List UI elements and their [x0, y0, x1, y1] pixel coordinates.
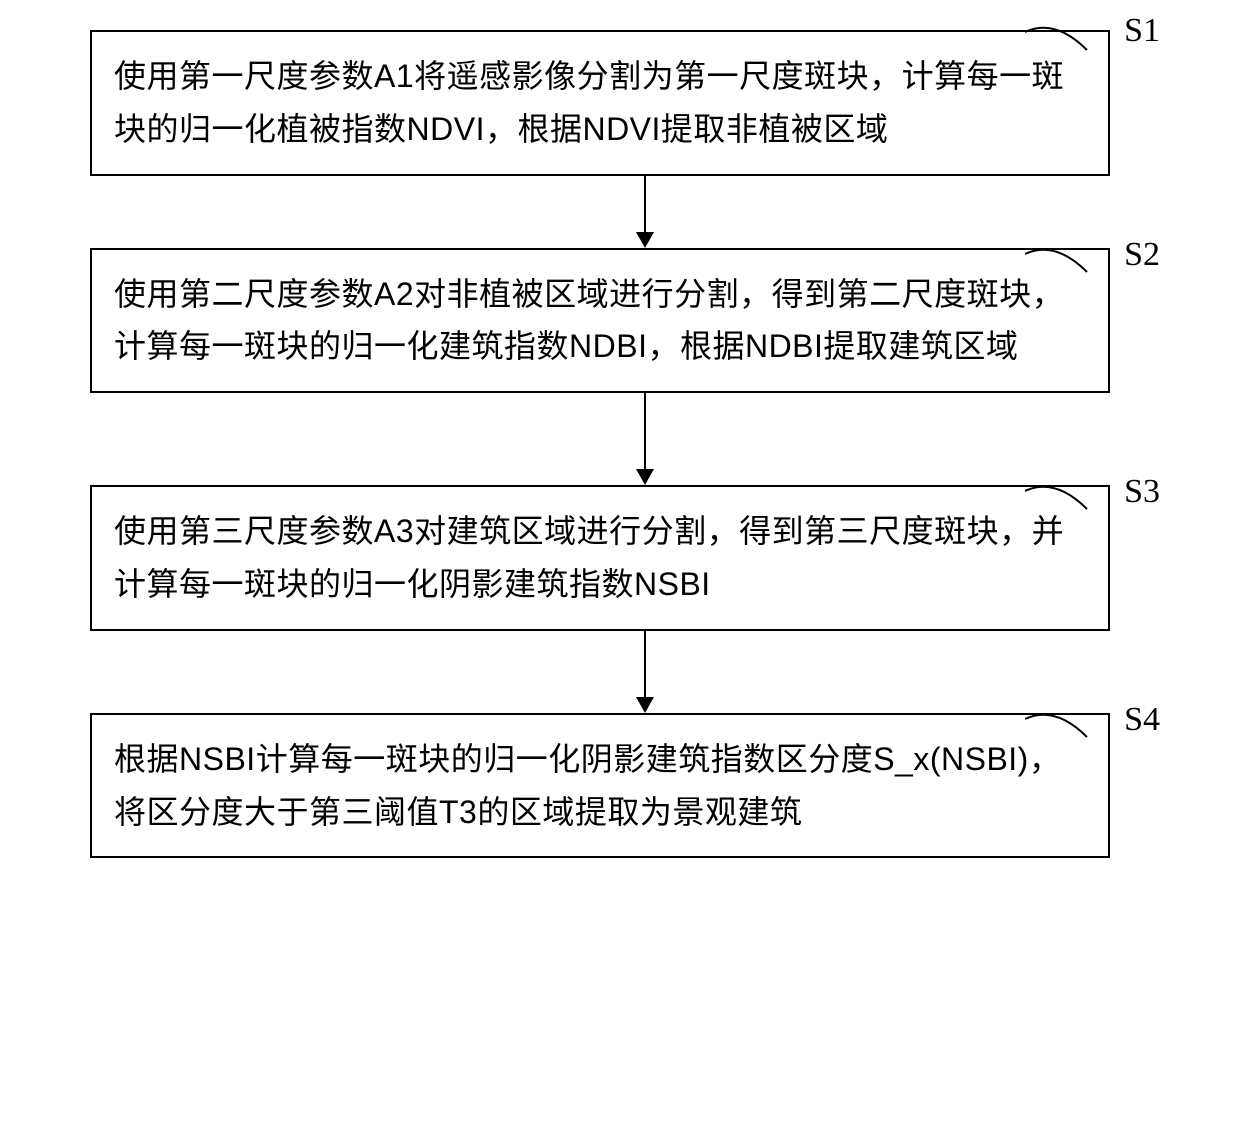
step-label-s3: S3 — [1124, 473, 1160, 511]
arrow-s3-s4 — [135, 631, 1155, 713]
arrow-line — [644, 176, 646, 234]
step-label-s2: S2 — [1124, 236, 1160, 274]
step-s4-container: S4 根据NSBI计算每一斑块的归一化阴影建筑指数区分度S_x(NSBI)，将区… — [40, 713, 1200, 859]
arrow-line — [644, 631, 646, 699]
step-label-s4: S4 — [1124, 701, 1160, 739]
arrow-line — [644, 393, 646, 471]
step-s3-container: S3 使用第三尺度参数A3对建筑区域进行分割，得到第三尺度斑块，并计算每一斑块的… — [40, 485, 1200, 631]
arrow-s2-s3 — [135, 393, 1155, 485]
step-s2-container: S2 使用第二尺度参数A2对非植被区域进行分割，得到第二尺度斑块，计算每一斑块的… — [40, 248, 1200, 394]
step-box-s1: 使用第一尺度参数A1将遥感影像分割为第一尺度斑块，计算每一斑块的归一化植被指数N… — [90, 30, 1110, 176]
arrow-head-icon — [636, 469, 654, 485]
step-box-s4: 根据NSBI计算每一斑块的归一化阴影建筑指数区分度S_x(NSBI)，将区分度大… — [90, 713, 1110, 859]
step-box-s3: 使用第三尺度参数A3对建筑区域进行分割，得到第三尺度斑块，并计算每一斑块的归一化… — [90, 485, 1110, 631]
arrow-head-icon — [636, 232, 654, 248]
step-box-s2: 使用第二尺度参数A2对非植被区域进行分割，得到第二尺度斑块，计算每一斑块的归一化… — [90, 248, 1110, 394]
arrow-s1-s2 — [135, 176, 1155, 248]
step-label-s1: S1 — [1124, 12, 1160, 50]
flowchart-container: S1 使用第一尺度参数A1将遥感影像分割为第一尺度斑块，计算每一斑块的归一化植被… — [40, 30, 1200, 858]
arrow-head-icon — [636, 697, 654, 713]
step-s1-container: S1 使用第一尺度参数A1将遥感影像分割为第一尺度斑块，计算每一斑块的归一化植被… — [40, 30, 1200, 176]
